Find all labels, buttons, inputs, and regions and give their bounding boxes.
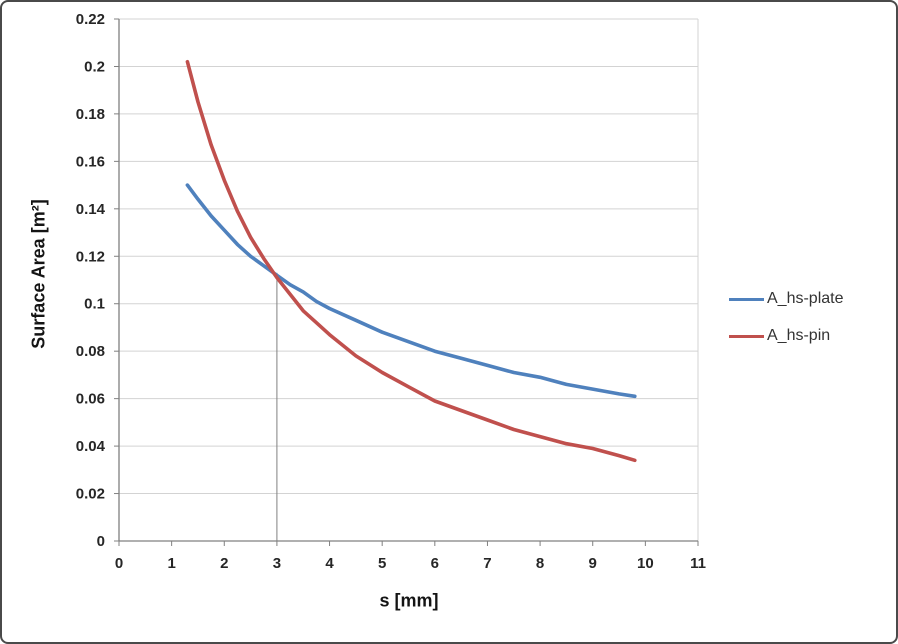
y-tick-label: 0.16 — [76, 153, 105, 170]
y-axis-title: Surface Area [m²] — [28, 199, 49, 349]
legend: A_hs-plate A_hs-pin — [729, 289, 844, 346]
legend-label-plate: A_hs-plate — [767, 290, 844, 307]
y-tick-label: 0.12 — [76, 248, 105, 265]
series-line-A_hs-plate — [185, 183, 637, 399]
y-tick-label: 0.06 — [76, 391, 105, 408]
series-line-A_hs-pin — [185, 59, 637, 463]
legend-line-swatch-pin — [729, 334, 764, 338]
x-tick-label: 4 — [325, 555, 334, 572]
y-tick-label: 0.04 — [76, 438, 106, 455]
y-tick-label: 0.18 — [76, 106, 105, 123]
y-tick-label: 0.1 — [84, 296, 105, 313]
x-tick-label: 5 — [378, 555, 386, 572]
legend-label-pin: A_hs-pin — [767, 327, 831, 344]
x-axis-title: s [mm] — [379, 590, 439, 611]
x-tick-label: 9 — [589, 555, 597, 572]
legend-line-swatch-plate — [729, 297, 764, 301]
x-tick-label: 2 — [220, 555, 228, 572]
x-tick-label: 11 — [690, 555, 706, 572]
y-tick-label: 0.08 — [76, 343, 105, 360]
x-tick-label: 7 — [483, 555, 491, 572]
y-tick-label: 0 — [97, 533, 105, 550]
y-tick-label: 0.02 — [76, 486, 105, 503]
y-tick-label: 0.22 — [76, 11, 105, 28]
x-tick-label: 10 — [637, 555, 654, 572]
x-tick-label: 6 — [431, 555, 439, 572]
x-tick-label: 3 — [273, 555, 281, 572]
x-tick-label: 8 — [536, 555, 544, 572]
legend-item-plate: A_hs-plate — [729, 289, 844, 309]
x-tick-label: 0 — [115, 555, 123, 572]
y-tick-label: 0.14 — [76, 201, 106, 218]
y-tick-label: 0.2 — [84, 58, 105, 75]
x-tick-label: 1 — [167, 555, 175, 572]
legend-item-pin: A_hs-pin — [729, 326, 844, 346]
